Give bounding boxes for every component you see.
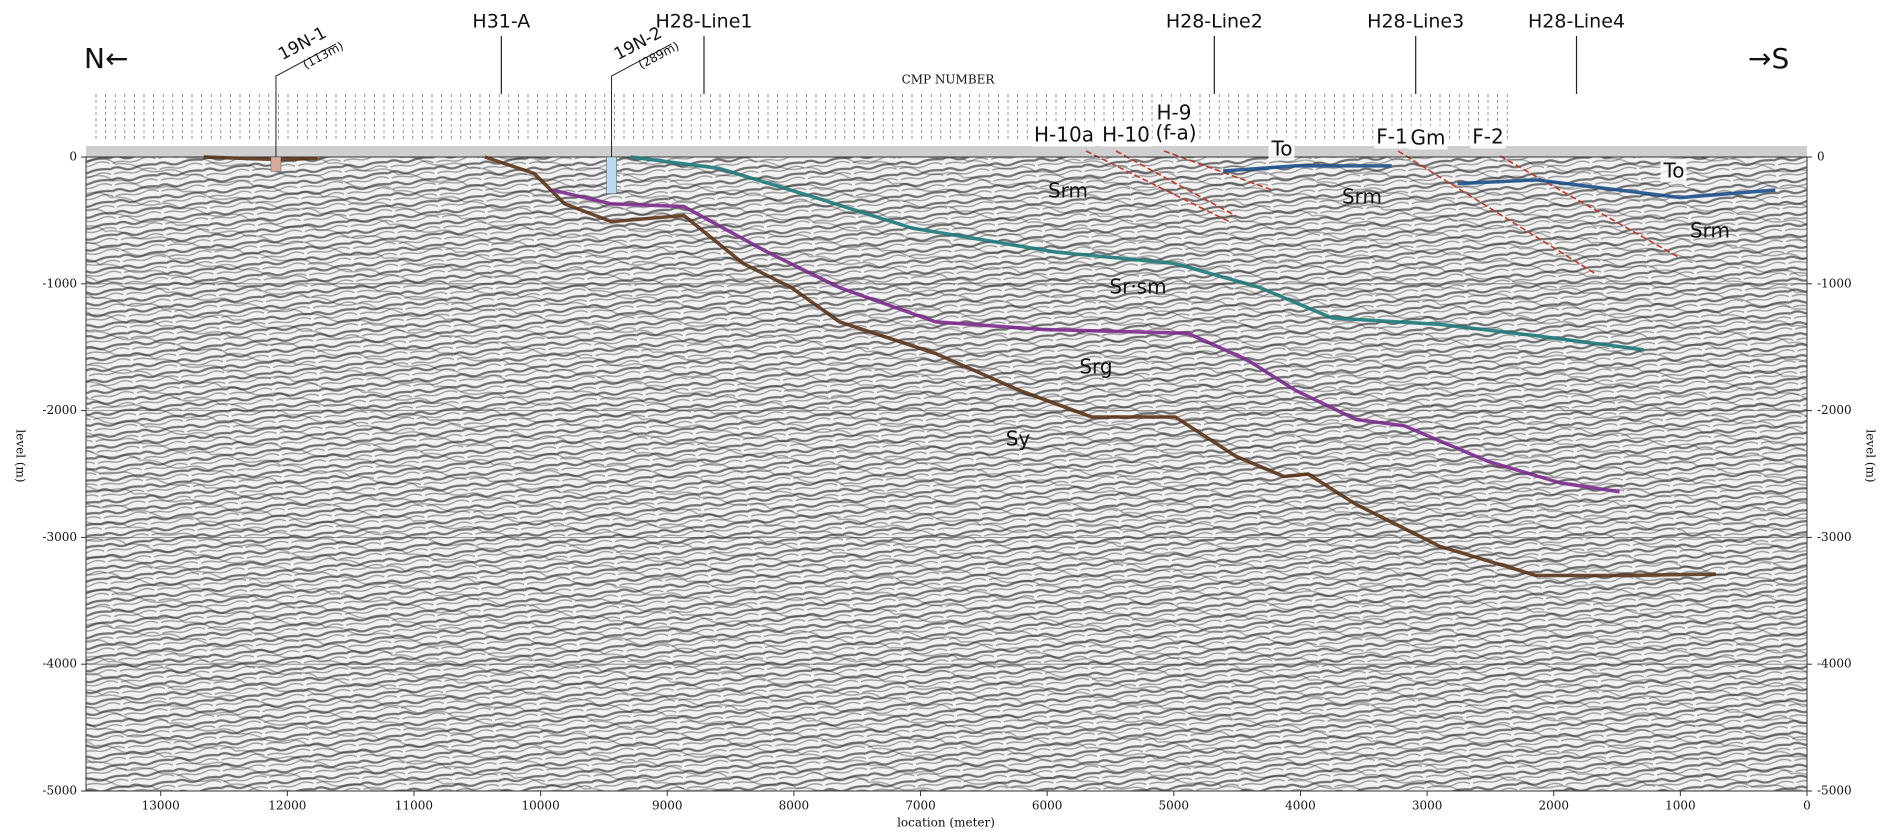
y-tick-label: 0 <box>69 150 77 164</box>
annotation-bg <box>1153 120 1199 145</box>
x-tick-label: 4000 <box>1285 799 1316 813</box>
annotation-bg <box>1374 124 1410 149</box>
annotation-bg <box>1032 122 1096 147</box>
x-axis-title: location (meter) <box>897 816 995 830</box>
survey-line-label: H28-Line4 <box>1528 11 1625 33</box>
seismic-texture <box>86 157 1807 791</box>
annotation: Srm <box>1342 185 1382 209</box>
annotation: F-2 <box>1472 125 1503 149</box>
y-tick-label: -2000 <box>1817 403 1852 417</box>
well <box>270 156 282 172</box>
annotation: To <box>1270 137 1292 161</box>
survey-line-label: H28-Line3 <box>1367 11 1464 33</box>
annotation: Srm <box>1048 179 1088 203</box>
horizon <box>551 188 1620 494</box>
well <box>606 156 617 194</box>
x-tick-label: 2000 <box>1538 799 1569 813</box>
x-tick-label: 8000 <box>779 799 810 813</box>
annotation: To <box>1662 159 1684 183</box>
well-leader <box>275 43 337 157</box>
y-tick-label: -4000 <box>42 657 77 671</box>
y-axis-title: level (m) <box>14 429 28 482</box>
annotation-bg <box>1408 125 1448 150</box>
surface-strip <box>86 146 1807 157</box>
annotation: H-10a <box>1034 123 1094 147</box>
x-tick-label: 1000 <box>1665 799 1696 813</box>
annotation: Srm <box>1690 219 1730 243</box>
x-tick-label: 6000 <box>1032 799 1063 813</box>
horizon <box>203 155 318 162</box>
x-tick-label: 5000 <box>1159 799 1190 813</box>
annotation-bg <box>1268 136 1295 161</box>
annotation: Gm <box>1411 126 1446 150</box>
annotation-bg <box>1100 122 1152 147</box>
horizon <box>484 155 1716 578</box>
cmp-label: CMP NUMBER <box>902 73 996 87</box>
x-tick-label: 3000 <box>1412 799 1443 813</box>
annotation: H-10 <box>1102 123 1150 147</box>
survey-line-label: H31-A <box>472 11 530 33</box>
y-tick-label: -4000 <box>1817 657 1852 671</box>
x-tick-label: 9000 <box>652 799 683 813</box>
y-tick-label: -1000 <box>42 276 77 290</box>
direction-north: N← <box>84 42 128 75</box>
horizon <box>1457 178 1776 200</box>
y-tick-label: -2000 <box>42 403 77 417</box>
annotation: (f-a) <box>1155 121 1196 145</box>
survey-line-label: H28-Line2 <box>1166 11 1263 33</box>
x-tick-label: 7000 <box>905 799 936 813</box>
horizon <box>1223 164 1392 173</box>
y-axis-title-right: level (m) <box>1864 429 1878 482</box>
x-tick-label: 11000 <box>395 799 433 813</box>
x-tick-label: 12000 <box>268 799 306 813</box>
y-tick-label: -5000 <box>42 784 77 798</box>
horizon <box>630 155 1644 352</box>
annotation: Sy <box>1006 427 1031 451</box>
annotation-bg <box>1660 158 1687 183</box>
annotation: Sr·sm <box>1109 275 1166 299</box>
well-leader <box>611 43 672 157</box>
annotation-bg <box>1470 124 1506 149</box>
x-tick-label: 10000 <box>522 799 560 813</box>
direction-south: →S <box>1748 42 1789 75</box>
y-tick-label: -3000 <box>1817 530 1852 544</box>
y-tick-label: -5000 <box>1817 784 1852 798</box>
y-tick-label: -3000 <box>42 530 77 544</box>
x-tick-label: 13000 <box>142 799 180 813</box>
y-tick-label: 0 <box>1817 150 1825 164</box>
x-tick-label: 0 <box>1803 799 1811 813</box>
survey-line-label: H28-Line1 <box>655 11 752 33</box>
y-tick-label: -1000 <box>1817 276 1852 290</box>
annotation: F-1 <box>1376 125 1407 149</box>
annotation: Srg <box>1079 355 1112 379</box>
